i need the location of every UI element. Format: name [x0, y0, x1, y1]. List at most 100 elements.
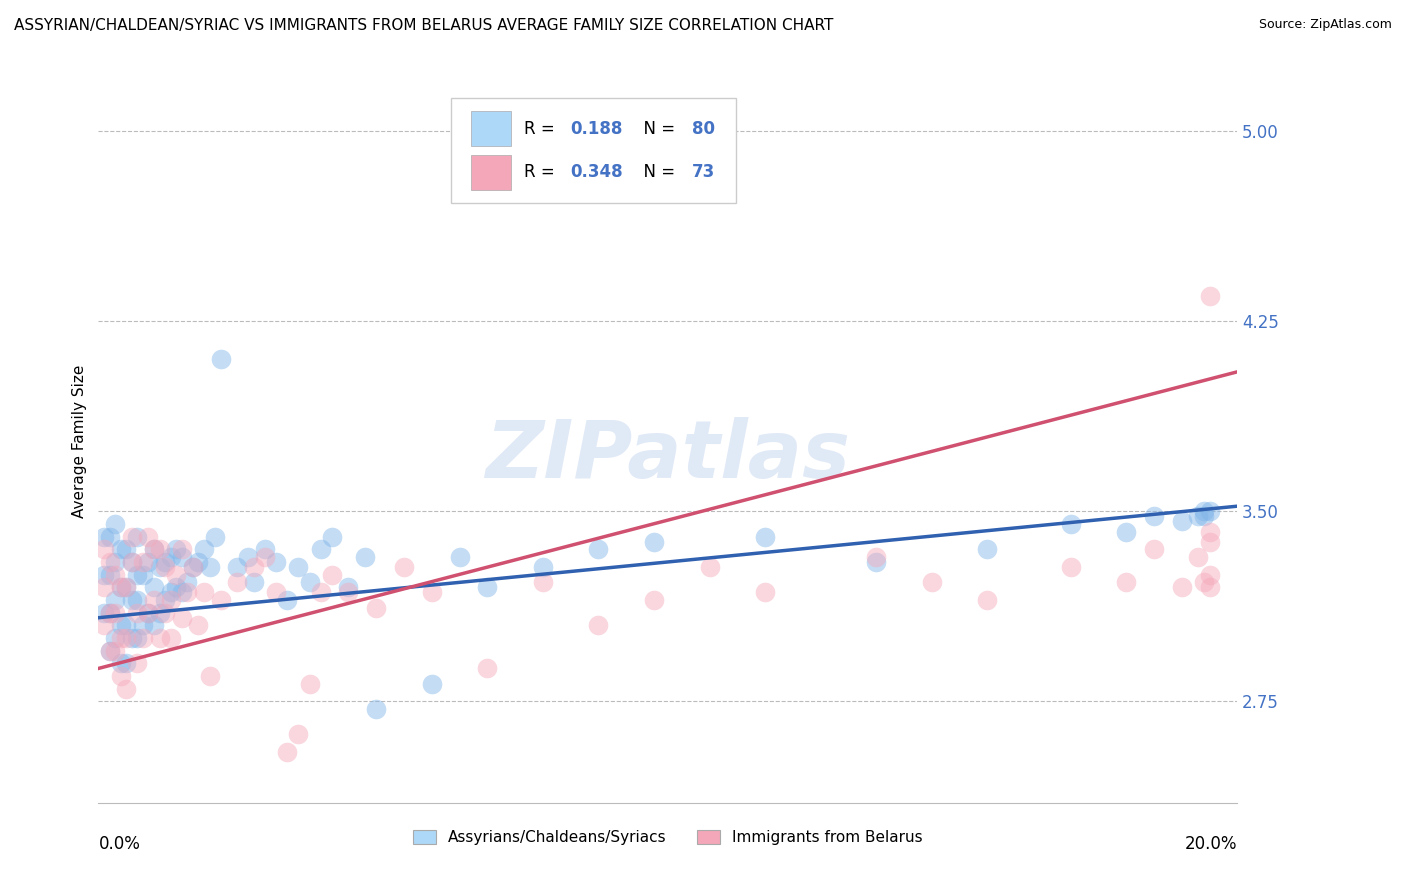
Point	[127, 606, 149, 620]
Point	[93, 567, 115, 582]
Point	[110, 542, 132, 557]
Point	[1115, 575, 1137, 590]
Point	[1115, 524, 1137, 539]
Point	[754, 585, 776, 599]
Point	[143, 618, 166, 632]
Point	[138, 606, 160, 620]
Point	[187, 555, 209, 569]
Point	[98, 567, 121, 582]
Point	[153, 560, 176, 574]
Point	[170, 585, 193, 599]
Point	[159, 593, 181, 607]
Point	[115, 681, 138, 696]
Point	[1143, 542, 1166, 557]
Point	[93, 530, 115, 544]
Point	[643, 534, 665, 549]
Point	[93, 606, 115, 620]
Point	[337, 580, 360, 594]
Text: R =: R =	[524, 163, 561, 181]
Point	[309, 585, 332, 599]
Point	[170, 611, 193, 625]
Point	[243, 575, 266, 590]
Point	[198, 560, 221, 574]
Point	[104, 567, 127, 582]
Point	[477, 661, 499, 675]
Point	[699, 560, 721, 574]
Point	[226, 560, 249, 574]
Point	[110, 580, 132, 594]
Point	[148, 542, 170, 557]
Point	[1198, 567, 1220, 582]
Point	[159, 585, 181, 599]
Point	[1170, 515, 1192, 529]
Point	[1198, 524, 1220, 539]
Point	[98, 643, 121, 657]
Text: 73: 73	[692, 163, 716, 181]
Point	[143, 542, 166, 557]
Point	[204, 530, 226, 544]
Point	[132, 567, 155, 582]
Point	[754, 530, 776, 544]
Y-axis label: Average Family Size: Average Family Size	[72, 365, 87, 518]
Point	[264, 555, 287, 569]
Point	[1187, 549, 1209, 564]
Point	[138, 555, 160, 569]
Point	[209, 352, 232, 367]
Point	[115, 580, 138, 594]
Point	[643, 593, 665, 607]
Point	[366, 702, 388, 716]
FancyBboxPatch shape	[471, 112, 510, 146]
Point	[287, 560, 309, 574]
Point	[153, 606, 176, 620]
Point	[153, 555, 176, 569]
Point	[121, 593, 143, 607]
Point	[165, 567, 187, 582]
Point	[115, 618, 138, 632]
Point	[298, 676, 321, 690]
Point	[127, 631, 149, 645]
Point	[198, 669, 221, 683]
Text: Source: ZipAtlas.com: Source: ZipAtlas.com	[1258, 18, 1392, 31]
Point	[226, 575, 249, 590]
Text: N =: N =	[633, 120, 681, 137]
Point	[1192, 504, 1215, 518]
Point	[110, 669, 132, 683]
Point	[165, 580, 187, 594]
Point	[132, 618, 155, 632]
Point	[1192, 509, 1215, 524]
Point	[110, 580, 132, 594]
Point	[392, 560, 415, 574]
Point	[1192, 575, 1215, 590]
Point	[337, 585, 360, 599]
Point	[321, 567, 343, 582]
Point	[170, 549, 193, 564]
Point	[143, 580, 166, 594]
Point	[110, 657, 132, 671]
Point	[420, 585, 443, 599]
Point	[588, 618, 610, 632]
Point	[588, 542, 610, 557]
Point	[98, 643, 121, 657]
Point	[98, 606, 121, 620]
Point	[1059, 560, 1081, 574]
Point	[132, 555, 155, 569]
Point	[321, 530, 343, 544]
Point	[127, 657, 149, 671]
Point	[1143, 509, 1166, 524]
Point	[148, 606, 170, 620]
Point	[127, 567, 149, 582]
Point	[420, 676, 443, 690]
Point	[976, 593, 998, 607]
Point	[287, 727, 309, 741]
Point	[153, 593, 176, 607]
Point	[159, 549, 181, 564]
Point	[148, 560, 170, 574]
Point	[115, 580, 138, 594]
Text: R =: R =	[524, 120, 561, 137]
Point	[104, 516, 127, 531]
Point	[98, 606, 121, 620]
Text: ASSYRIAN/CHALDEAN/SYRIAC VS IMMIGRANTS FROM BELARUS AVERAGE FAMILY SIZE CORRELAT: ASSYRIAN/CHALDEAN/SYRIAC VS IMMIGRANTS F…	[14, 18, 834, 33]
Text: 0.348: 0.348	[569, 163, 623, 181]
Point	[138, 606, 160, 620]
Point	[115, 657, 138, 671]
